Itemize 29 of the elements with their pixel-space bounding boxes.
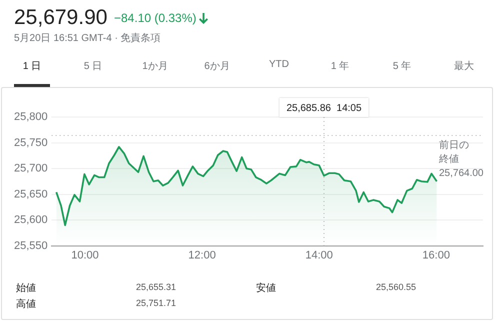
text: 25,655.31 bbox=[136, 282, 176, 292]
x-tick-label: 12:00 bbox=[188, 249, 216, 262]
y-tick-label: 25,700 bbox=[14, 162, 48, 175]
text: 25,560.55 bbox=[376, 282, 416, 292]
text: 最大 bbox=[454, 60, 474, 73]
text: YTD bbox=[269, 59, 289, 70]
x-tick-label: 10:00 bbox=[71, 249, 99, 262]
text: 1か月 bbox=[142, 60, 168, 73]
text: 安値 bbox=[256, 282, 276, 295]
text: 1 年 bbox=[330, 60, 350, 73]
text: 1 日 bbox=[22, 60, 42, 73]
y-tick-label: 25,800 bbox=[14, 111, 48, 124]
ref-line-label: 前日の終値 25,764.00 bbox=[439, 138, 484, 181]
text: 25,751.71 bbox=[136, 298, 176, 308]
y-tick-label: 25,650 bbox=[14, 188, 48, 200]
x-tick-label: 14:00 bbox=[305, 249, 333, 262]
text: 5 年 bbox=[392, 60, 412, 73]
text: 高値 bbox=[16, 298, 36, 311]
chart-title: 25,679.90 bbox=[14, 6, 108, 30]
x-tick-label: 16:00 bbox=[422, 249, 450, 262]
y-tick-label: 25,550 bbox=[14, 240, 48, 252]
ref-line-label: 25,685.86 14:05 bbox=[286, 102, 362, 114]
text: 始値 bbox=[16, 282, 36, 295]
y-tick-label: 25,750 bbox=[14, 136, 48, 149]
text: 5月20日 16:51 GMT-4 · 免責条項 bbox=[14, 32, 161, 45]
y-tick-label: 25,600 bbox=[14, 214, 48, 226]
chart-subtitle: −84.10 (0.33%) bbox=[114, 11, 196, 25]
text: 6か月 bbox=[204, 60, 230, 73]
text: 5 日 bbox=[84, 60, 102, 73]
